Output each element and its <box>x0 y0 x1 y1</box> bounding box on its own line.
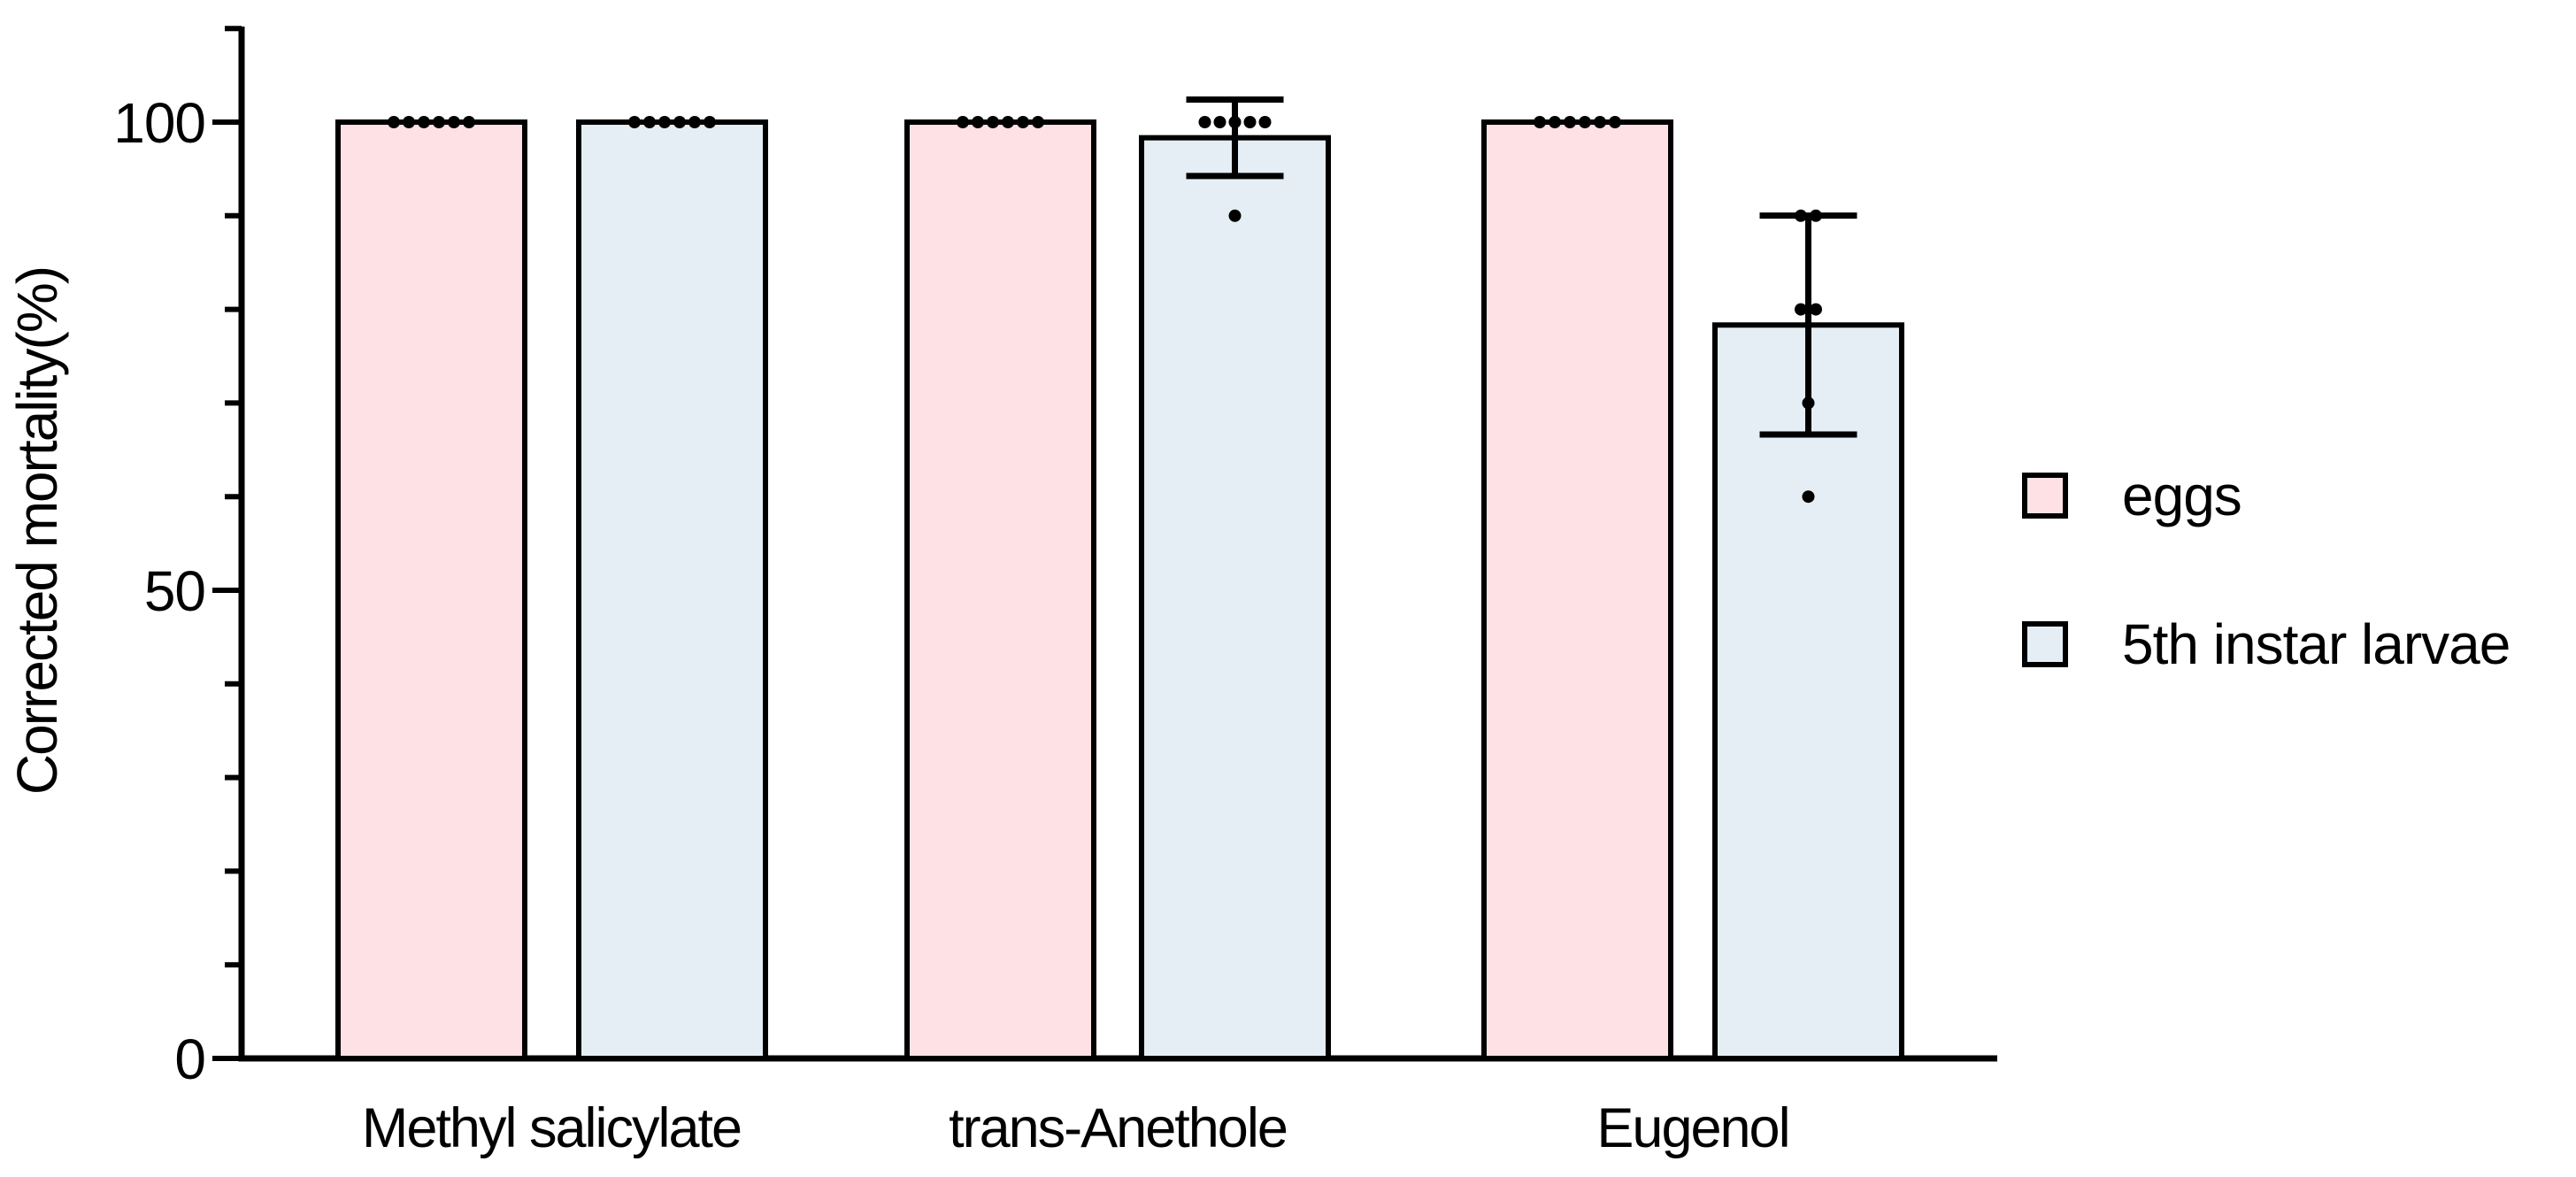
legend: eggs 5th instar larvae <box>2022 464 2511 676</box>
data-point-5th-instar-larvae-methyl-salicylate <box>704 116 716 128</box>
data-point-5th-instar-larvae-eugenol <box>1802 490 1815 504</box>
data-point-5th-instar-larvae-trans-anethole <box>1228 209 1242 222</box>
bar-eggs-eugenol <box>1481 119 1673 1061</box>
data-point-eggs-methyl-salicylate <box>403 116 415 128</box>
data-point-eggs-trans-anethole <box>957 116 969 128</box>
data-point-5th-instar-larvae-trans-anethole <box>1258 116 1272 128</box>
data-point-5th-instar-larvae-eugenol <box>1802 396 1815 410</box>
data-point-5th-instar-larvae-eugenol <box>1795 303 1807 316</box>
data-point-eggs-methyl-salicylate <box>418 116 430 128</box>
data-point-eggs-trans-anethole <box>972 116 984 128</box>
legend-label-eggs: eggs <box>2122 464 2242 527</box>
x-category-label-trans-anethole: trans-Anethole <box>949 1097 1287 1159</box>
data-point-5th-instar-larvae-eugenol <box>1795 209 1807 222</box>
data-point-eggs-eugenol <box>1594 116 1606 128</box>
x-category-label-eugenol: Eugenol <box>1596 1097 1788 1159</box>
data-point-5th-instar-larvae-trans-anethole <box>1213 116 1226 128</box>
data-point-5th-instar-larvae-methyl-salicylate <box>688 116 701 128</box>
data-point-eggs-methyl-salicylate <box>433 116 445 128</box>
data-point-5th-instar-larvae-methyl-salicylate <box>628 116 641 128</box>
data-point-5th-instar-larvae-trans-anethole <box>1243 116 1257 128</box>
data-point-5th-instar-larvae-eugenol <box>1810 209 1822 222</box>
bar-eggs-trans-anethole <box>904 119 1096 1061</box>
legend-swatch-eggs <box>2022 473 2068 519</box>
x-category-label-methyl-salicylate: Methyl salicylate <box>362 1097 741 1159</box>
y-tick-label-0: 0 <box>174 1027 205 1091</box>
bar-5th-instar-larvae-trans-anethole <box>1139 135 1331 1062</box>
data-point-5th-instar-larvae-methyl-salicylate <box>643 116 656 128</box>
y-axis-title: Corrected mortality(%) <box>5 267 69 795</box>
data-point-5th-instar-larvae-trans-anethole <box>1198 116 1211 128</box>
data-point-eggs-eugenol <box>1609 116 1621 128</box>
bar-eggs-methyl-salicylate <box>335 119 527 1061</box>
y-tick-label-100: 100 <box>113 91 205 155</box>
data-point-5th-instar-larvae-trans-anethole <box>1228 116 1242 128</box>
data-point-5th-instar-larvae-methyl-salicylate <box>658 116 671 128</box>
bar-5th-instar-larvae-eugenol <box>1712 322 1904 1061</box>
bar-5th-instar-larvae-methyl-salicylate <box>576 119 768 1061</box>
data-point-eggs-eugenol <box>1534 116 1546 128</box>
data-point-eggs-methyl-salicylate <box>463 116 475 128</box>
y-tick-label-50: 50 <box>144 559 205 623</box>
chart-shapes <box>212 26 1997 1062</box>
legend-swatch-larvae <box>2022 621 2068 667</box>
data-point-eggs-trans-anethole <box>987 116 999 128</box>
data-point-eggs-methyl-salicylate <box>388 116 400 128</box>
data-point-eggs-eugenol <box>1579 116 1591 128</box>
data-point-eggs-trans-anethole <box>1002 116 1014 128</box>
data-point-eggs-trans-anethole <box>1032 116 1044 128</box>
data-point-eggs-eugenol <box>1564 116 1576 128</box>
data-point-eggs-trans-anethole <box>1017 116 1029 128</box>
data-point-5th-instar-larvae-methyl-salicylate <box>673 116 686 128</box>
data-point-eggs-methyl-salicylate <box>448 116 460 128</box>
legend-label-larvae: 5th instar larvae <box>2122 612 2510 676</box>
data-point-eggs-eugenol <box>1549 116 1561 128</box>
data-point-5th-instar-larvae-eugenol <box>1810 303 1822 316</box>
